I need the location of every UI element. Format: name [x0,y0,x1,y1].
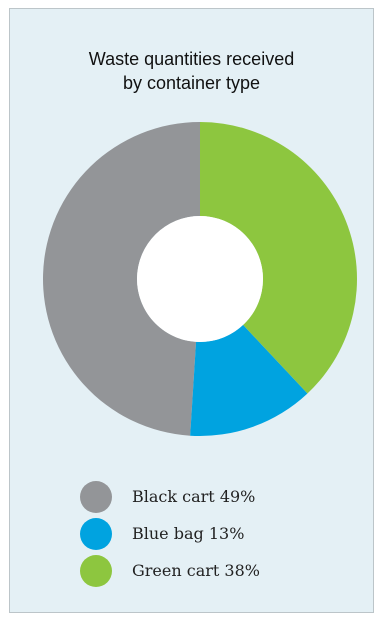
legend-swatch-blue-bag [80,517,112,550]
legend-swatch-black-cart [80,480,112,513]
donut-chart [42,122,358,436]
legend-item-green-cart: Green cart 38% [80,552,260,589]
legend-swatch-green-cart [80,554,112,587]
chart-legend: Black cart 49% Blue bag 13% Green cart 3… [80,478,260,589]
donut-hole [137,216,263,342]
donut-slice-blue-bag [190,324,308,436]
legend-item-black-cart: Black cart 49% [80,478,260,515]
chart-title: Waste quantities received by container t… [10,47,373,95]
legend-label-black-cart: Black cart 49% [132,487,256,506]
legend-item-blue-bag: Blue bag 13% [80,515,260,552]
legend-label-blue-bag: Blue bag 13% [132,524,245,543]
donut-slice-black-cart [42,122,201,436]
donut-slice-green-cart [200,122,358,394]
chart-title-line-2: by container type [122,73,261,93]
legend-label-green-cart: Green cart 38% [132,561,260,580]
chart-title-line-1: Waste quantities received [88,49,295,69]
chart-panel: Waste quantities received by container t… [9,8,374,613]
